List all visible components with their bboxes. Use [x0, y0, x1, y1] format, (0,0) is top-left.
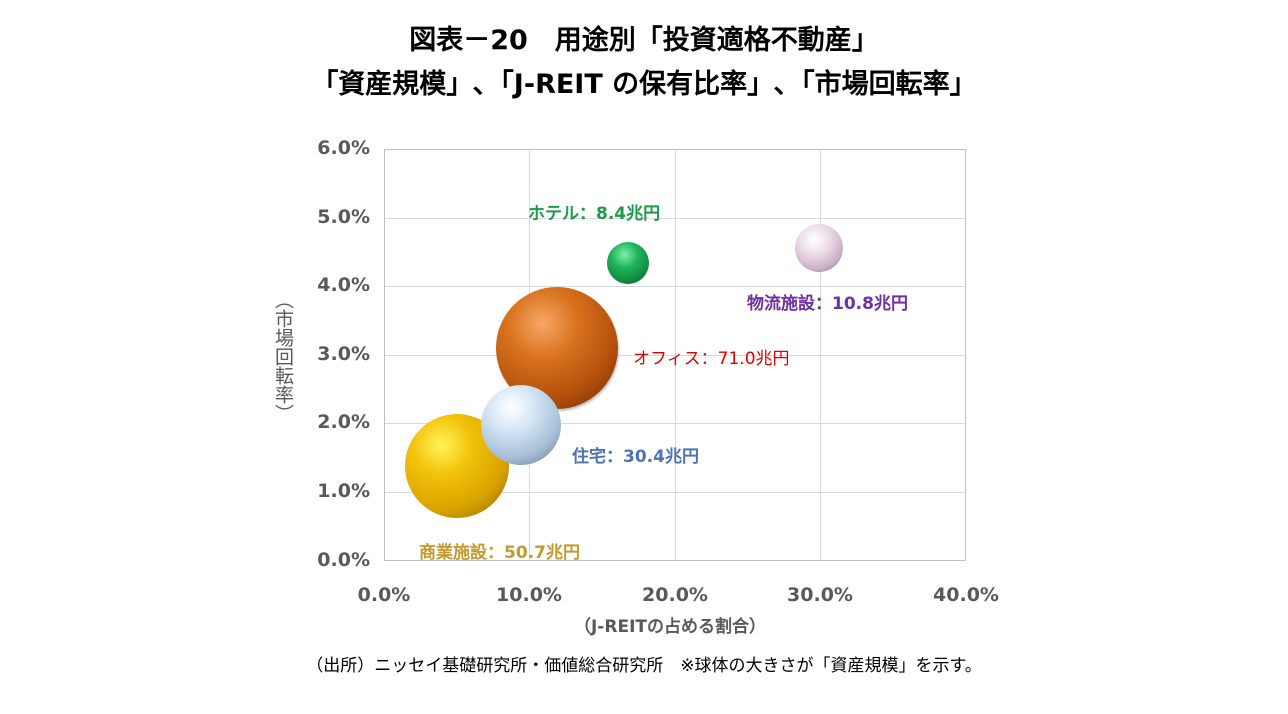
- x-tick: 40.0%: [933, 584, 999, 606]
- x-tick: 0.0%: [357, 584, 411, 606]
- chart-title-line2: 「資産規模」､「J-REIT の保有比率」､「市場回転率」: [311, 69, 977, 100]
- plot-area: [384, 149, 966, 561]
- y-tick: 2.0%: [317, 411, 370, 433]
- label-residential: 住宅：30.4兆円: [572, 447, 699, 467]
- bubble-residential: [481, 385, 561, 465]
- y-tick: 0.0%: [317, 549, 370, 571]
- y-tick: 3.0%: [317, 343, 370, 365]
- bubble-hotel: [607, 242, 649, 284]
- x-tick: 30.0%: [787, 584, 853, 606]
- y-tick: 5.0%: [317, 206, 370, 228]
- gridline-x-30: [820, 149, 821, 561]
- label-hotel: ホテル：8.4兆円: [528, 204, 661, 224]
- label-office: オフィス：71.0兆円: [633, 349, 790, 369]
- x-tick: 20.0%: [642, 584, 708, 606]
- x-axis-label: （J-REITの占める割合）: [573, 617, 766, 637]
- label-logistics: 物流施設：10.8兆円: [747, 294, 908, 314]
- chart-title-line1: 図表－20 用途別「投資適格不動産」: [409, 25, 879, 56]
- y-tick: 1.0%: [317, 480, 370, 502]
- y-tick: 4.0%: [317, 274, 370, 296]
- y-axis-label: （市場回転率）: [272, 290, 294, 423]
- gridline-x-20: [675, 149, 676, 561]
- bubble-logistics: [795, 224, 843, 272]
- source-footnote: （出所）ニッセイ基礎研究所・価値総合研究所 ※球体の大きさが「資産規模」を示す。: [306, 656, 982, 676]
- y-tick: 6.0%: [317, 137, 370, 159]
- x-tick: 10.0%: [496, 584, 562, 606]
- label-commercial: 商業施設：50.7兆円: [419, 543, 580, 563]
